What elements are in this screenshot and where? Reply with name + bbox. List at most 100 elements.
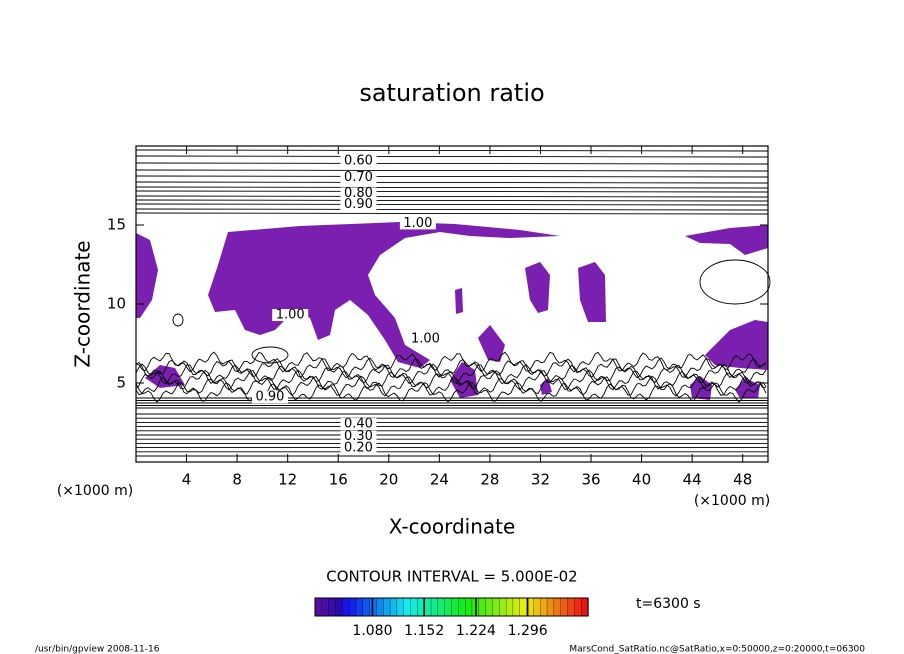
contour-label: 0.80	[344, 186, 373, 201]
colorbar-cell	[369, 597, 378, 617]
colorbar-tick-label: 1.080	[352, 623, 392, 639]
y-tick-label: 10	[107, 295, 126, 313]
colorbar-cell	[403, 597, 412, 617]
contour-line	[135, 363, 767, 385]
contour-label-bg	[340, 187, 377, 200]
colorbar-cell	[560, 597, 569, 617]
contour-label-bg	[251, 391, 288, 404]
x-tick-label: 32	[531, 471, 550, 489]
contour-line	[135, 375, 767, 397]
colorbar-tick-label: 1.152	[404, 623, 444, 639]
colorbar-cell	[546, 597, 555, 617]
contour-line	[135, 175, 769, 178]
colorbar-cell	[383, 597, 391, 617]
contour-label: 1.00	[403, 216, 432, 231]
contour-label-bg	[399, 217, 436, 230]
colorbar-cell	[451, 597, 459, 617]
colorbar-cell	[492, 597, 500, 617]
contour-label: 1.00	[276, 308, 305, 323]
contour-line	[135, 155, 769, 158]
colorbar-frame	[314, 597, 589, 617]
colorbar-cell	[430, 597, 439, 617]
contour-line	[135, 149, 769, 152]
contour-line	[135, 169, 769, 172]
x-tick-label: 12	[278, 471, 297, 489]
colorbar-cell	[540, 597, 548, 617]
contour-lines	[135, 149, 771, 457]
colorbar-cell	[533, 597, 541, 617]
colorbar	[314, 597, 589, 617]
contour-label-bg	[340, 155, 377, 168]
contour-label-bg	[407, 332, 444, 345]
colorbar-cell	[376, 597, 384, 617]
contour-label-bg	[340, 430, 377, 443]
contour-line	[135, 181, 769, 184]
x-axis-title: X-coordinate	[389, 515, 516, 539]
colorbar-cell	[553, 597, 562, 617]
colorbar-cell	[342, 597, 350, 617]
time-label: t=6300 s	[636, 596, 701, 612]
colorbar-cell	[485, 597, 494, 617]
x-tick-label: 36	[581, 471, 600, 489]
colorbar-cell	[314, 597, 323, 617]
contour-label: 0.20	[344, 440, 373, 455]
contour-label: 1.00	[411, 331, 440, 346]
x-tick-label: 44	[683, 471, 702, 489]
contour-label-bg	[340, 441, 377, 454]
contour-line	[135, 186, 769, 189]
contour-line	[135, 199, 769, 202]
colorbar-cell	[410, 597, 419, 617]
contour-label: 0.60	[344, 154, 373, 169]
contour-line	[135, 357, 767, 379]
x-tick-label: 28	[480, 471, 499, 489]
contour-line	[135, 190, 769, 193]
contour-line	[135, 208, 769, 211]
x-tick-label: 48	[733, 471, 752, 489]
colorbar-cell	[464, 597, 473, 617]
x-tick-label: 40	[632, 471, 651, 489]
colorbar-cell	[389, 597, 398, 617]
chart-title: saturation ratio	[359, 79, 544, 107]
contour-line	[135, 212, 769, 215]
y-axis-title: Z-coordinate	[71, 240, 95, 367]
colorbar-cell	[321, 597, 330, 617]
footer-right: MarsCond_SatRatio.nc@SatRatio,x=0:50000,…	[569, 645, 865, 654]
y-tick-label: 5	[116, 374, 126, 392]
x-tick-label: 20	[379, 471, 398, 489]
colorbar-cell	[437, 597, 446, 617]
x-tick-label: 24	[430, 471, 449, 489]
contour-label-bg	[340, 418, 377, 431]
contour-label: 0.40	[344, 417, 373, 432]
colorbar-cell	[499, 597, 507, 617]
colorbar-cell	[478, 597, 487, 617]
contour-line	[135, 351, 767, 373]
colorbar-cell	[458, 597, 466, 617]
colorbar-tick-label: 1.296	[508, 623, 548, 639]
colorbar-cell	[512, 597, 521, 617]
colorbar-cell	[444, 597, 453, 617]
contour-label-bg	[340, 198, 377, 211]
contour-interval: CONTOUR INTERVAL = 5.000E-02	[326, 568, 577, 586]
colorbar-cell	[328, 597, 337, 617]
footer-left: /usr/bin/gpview 2008-11-16	[35, 645, 160, 654]
filled-region	[136, 222, 768, 400]
colorbar-cell	[355, 597, 364, 617]
contour-label-bg	[340, 171, 377, 184]
colorbar-cell	[362, 597, 371, 617]
y-unit-label: (×1000 m)	[694, 493, 770, 509]
colorbar-tick-label: 1.224	[456, 623, 496, 639]
colorbar-cell	[574, 597, 582, 617]
colorbar-cell	[424, 597, 432, 617]
colorbar-cell	[567, 597, 576, 617]
contour-label-bg	[272, 309, 309, 322]
x-tick-label: 8	[232, 471, 242, 489]
contour-label: 0.90	[256, 390, 285, 405]
x-tick-label: 4	[182, 471, 192, 489]
colorbar-cell	[348, 597, 357, 617]
colorbar-cell	[335, 597, 343, 617]
contour-line	[135, 369, 767, 391]
contour-label: 0.90	[344, 197, 373, 212]
x-unit-label: (×1000 m)	[57, 483, 133, 499]
colorbar-cell	[505, 597, 514, 617]
